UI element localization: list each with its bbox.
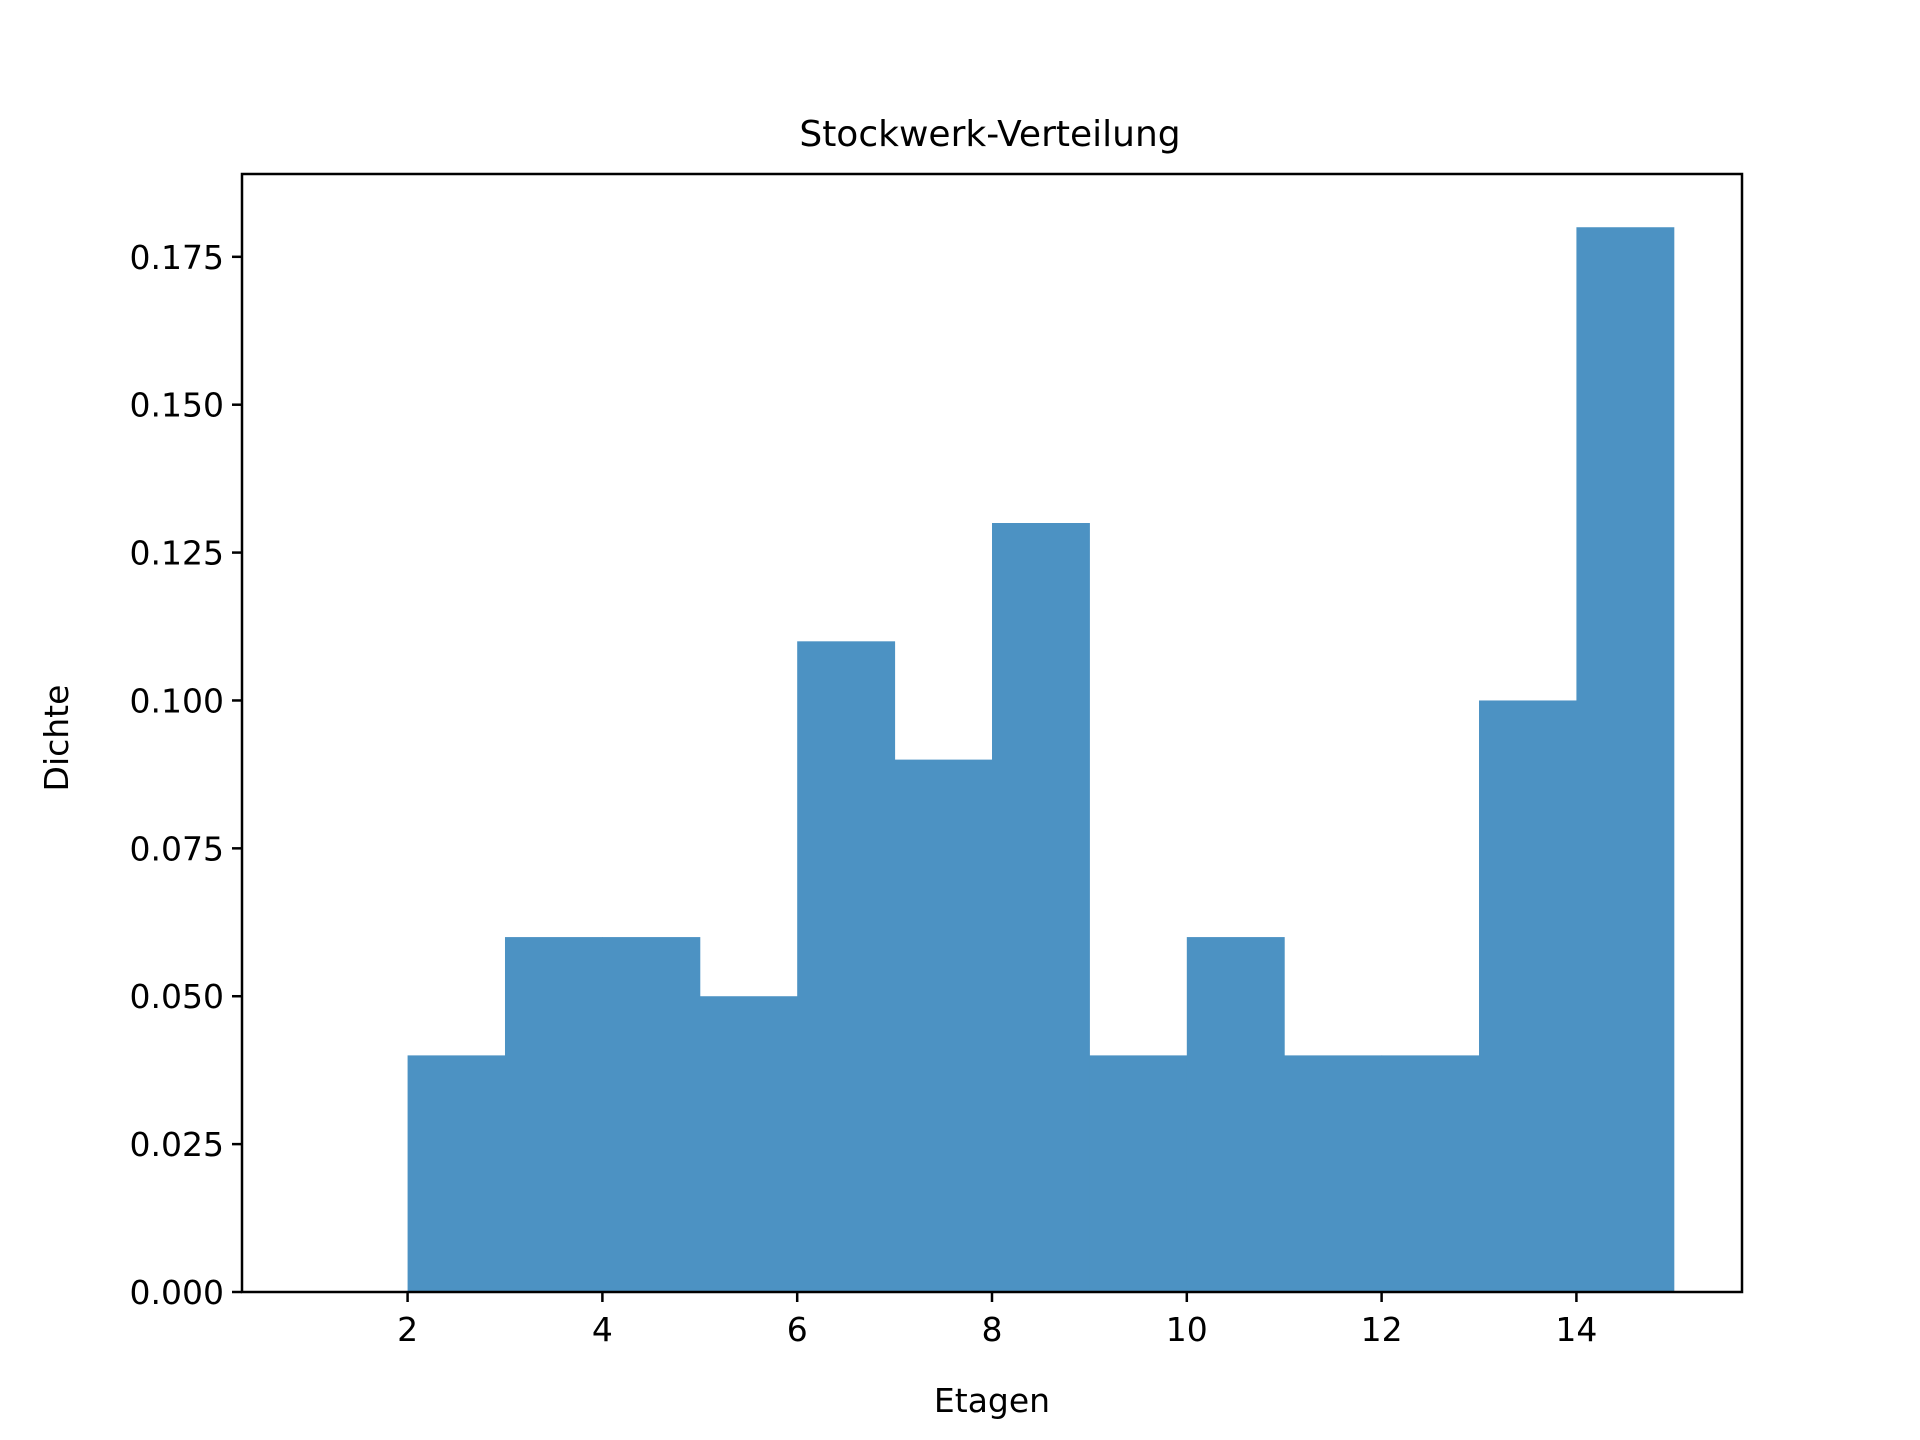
y-axis-label: Dichte: [37, 685, 76, 792]
x-tick-label: 12: [1361, 1310, 1403, 1349]
histogram-bar: [602, 937, 700, 1292]
y-axis-ticks: 0.000 0.025 0.050 0.075 0.100 0.125 0.150 0.175: [130, 238, 242, 1312]
y-tick-label: 0.000: [130, 1273, 224, 1312]
y-tick-label: 0.125: [130, 534, 224, 573]
x-tick-label: 8: [982, 1310, 1003, 1349]
y-tick-label: 0.050: [130, 977, 224, 1016]
histogram-bar: [1089, 1055, 1187, 1292]
x-tick-label: 14: [1555, 1310, 1597, 1349]
histogram-bar: [505, 937, 603, 1292]
histogram-bar: [797, 641, 895, 1292]
histogram-bar: [1284, 1055, 1382, 1292]
x-axis-label: Etagen: [934, 1381, 1050, 1420]
histogram-bar: [992, 523, 1090, 1292]
y-tick-label: 0.100: [130, 681, 224, 720]
histogram-bar: [700, 996, 798, 1292]
y-tick-label: 0.175: [130, 238, 224, 277]
histogram-bar: [408, 1055, 506, 1292]
chart-title: Stockwerk-Verteilung: [799, 114, 1180, 155]
histogram-bar: [1187, 937, 1285, 1292]
x-tick-label: 2: [397, 1310, 418, 1349]
x-axis-ticks: 2 4 6 8 10 12 14: [397, 1292, 1597, 1349]
histogram-bar: [895, 760, 993, 1292]
x-tick-label: 10: [1166, 1310, 1208, 1349]
y-tick-label: 0.150: [130, 386, 224, 425]
y-tick-label: 0.025: [130, 1125, 224, 1164]
x-tick-label: 4: [592, 1310, 613, 1349]
histogram-bars: [408, 227, 1675, 1292]
histogram-bar: [1479, 700, 1577, 1292]
histogram-bar: [1382, 1055, 1480, 1292]
y-tick-label: 0.075: [130, 829, 224, 868]
histogram-bar: [1576, 227, 1674, 1292]
x-tick-label: 6: [787, 1310, 808, 1349]
